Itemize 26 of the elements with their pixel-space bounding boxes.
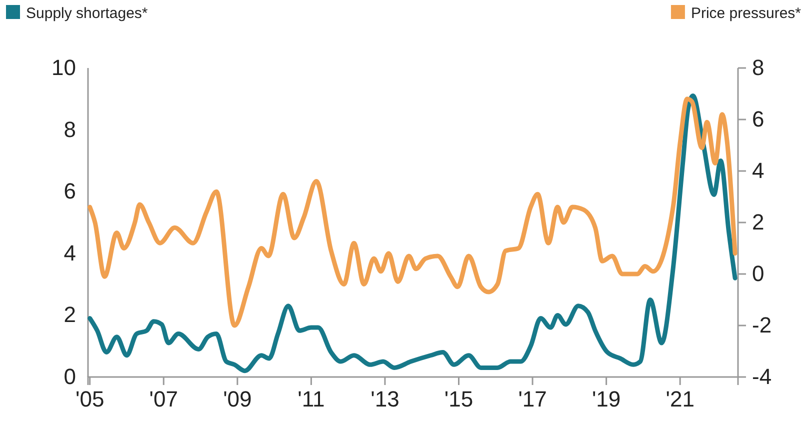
x-tick-label: '11 <box>298 386 325 412</box>
x-tick-label: '19 <box>592 386 621 412</box>
y-tick-label: 10 <box>52 55 76 80</box>
legend-label: Supply shortages* <box>26 5 148 22</box>
y-tick-label: 4 <box>64 240 76 266</box>
x-tick-label: '09 <box>223 386 252 412</box>
y2-tick-label: 8 <box>752 55 764 80</box>
x-tick-label: '15 <box>444 386 474 412</box>
y2-tick-label: 2 <box>752 210 764 235</box>
x-tick-label: '21 <box>666 386 694 412</box>
y-tick-label: 0 <box>64 364 76 390</box>
y2-tick-label: 4 <box>752 158 764 184</box>
y2-tick-label: 0 <box>752 261 764 286</box>
x-tick-label: '17 <box>518 386 547 412</box>
y-tick-label: 8 <box>64 116 76 142</box>
y2-tick-label: -4 <box>752 364 772 390</box>
y2-tick-label: -2 <box>752 312 772 338</box>
y2-tick-label: 6 <box>752 106 764 132</box>
x-tick-label: '05 <box>76 386 104 412</box>
y-tick-label: 2 <box>64 302 76 328</box>
line-series <box>88 94 738 374</box>
line-series <box>88 96 738 328</box>
x-tick-label: '07 <box>149 386 178 412</box>
x-tick-label: '13 <box>370 386 400 412</box>
legend-label: Price pressures* <box>690 5 802 22</box>
y-tick-label: 6 <box>64 178 76 204</box>
